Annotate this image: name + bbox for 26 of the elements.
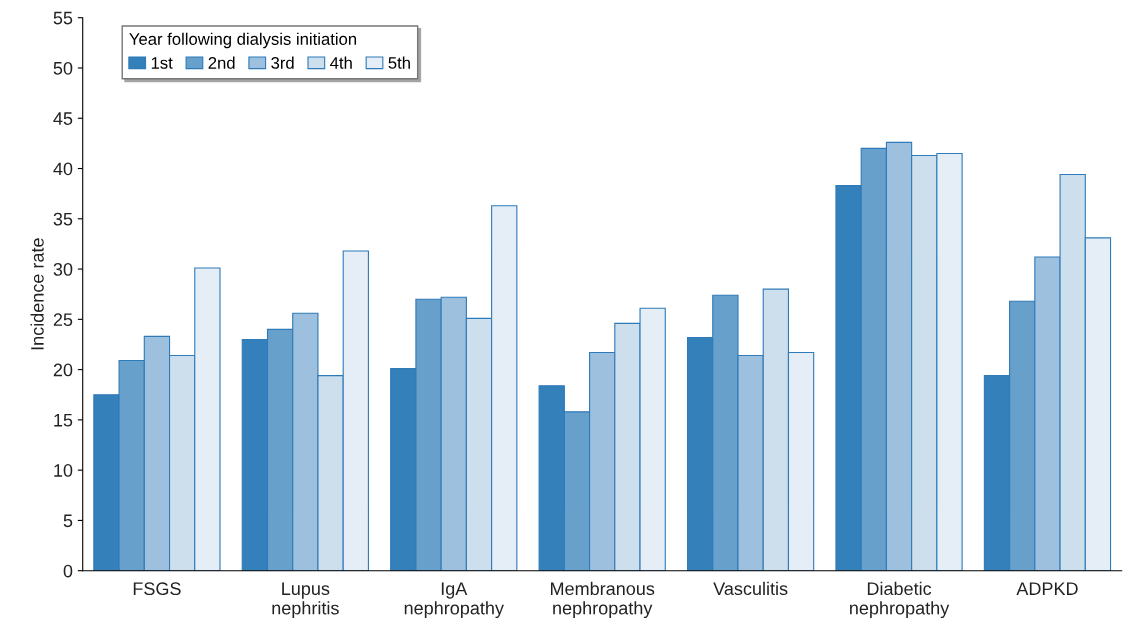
y-tick-label: 40: [53, 162, 73, 176]
legend-label: 1st: [151, 57, 173, 69]
x-tick-label: Diabetic nephropathy: [850, 581, 950, 619]
y-tick-label: 55: [53, 11, 73, 25]
legend-label: 2nd: [208, 56, 235, 69]
y-axis-title: Incidence rate: [30, 238, 44, 350]
legend-label: 3rd: [271, 56, 294, 69]
legend-label: 4th: [330, 56, 352, 69]
y-tick-label: 45: [53, 112, 73, 125]
x-tick-label: Lupus nephritis: [272, 582, 339, 619]
y-tick-label: 15: [54, 414, 73, 427]
y-tick-label: 50: [53, 61, 73, 75]
y-tick-label: 30: [53, 262, 73, 276]
legend-title: Year following dialysis initiation: [129, 32, 357, 49]
y-tick-label: 0: [63, 564, 73, 578]
x-tick-label: ADPKD: [1016, 582, 1078, 595]
y-tick-label: 5: [63, 514, 73, 528]
y-tick-label: 20: [53, 363, 73, 377]
x-tick-label: FSGS: [133, 582, 181, 596]
y-tick-label: 35: [53, 212, 73, 226]
x-tick-label: Membranous nephropathy: [550, 581, 655, 619]
legend-label: 5th: [388, 56, 410, 69]
y-tick-label: 25: [53, 313, 73, 327]
y-tick-label: 10: [54, 464, 73, 477]
x-tick-label: IgA nephropathy: [404, 582, 504, 619]
x-tick-label: Vasculitis: [713, 581, 788, 596]
